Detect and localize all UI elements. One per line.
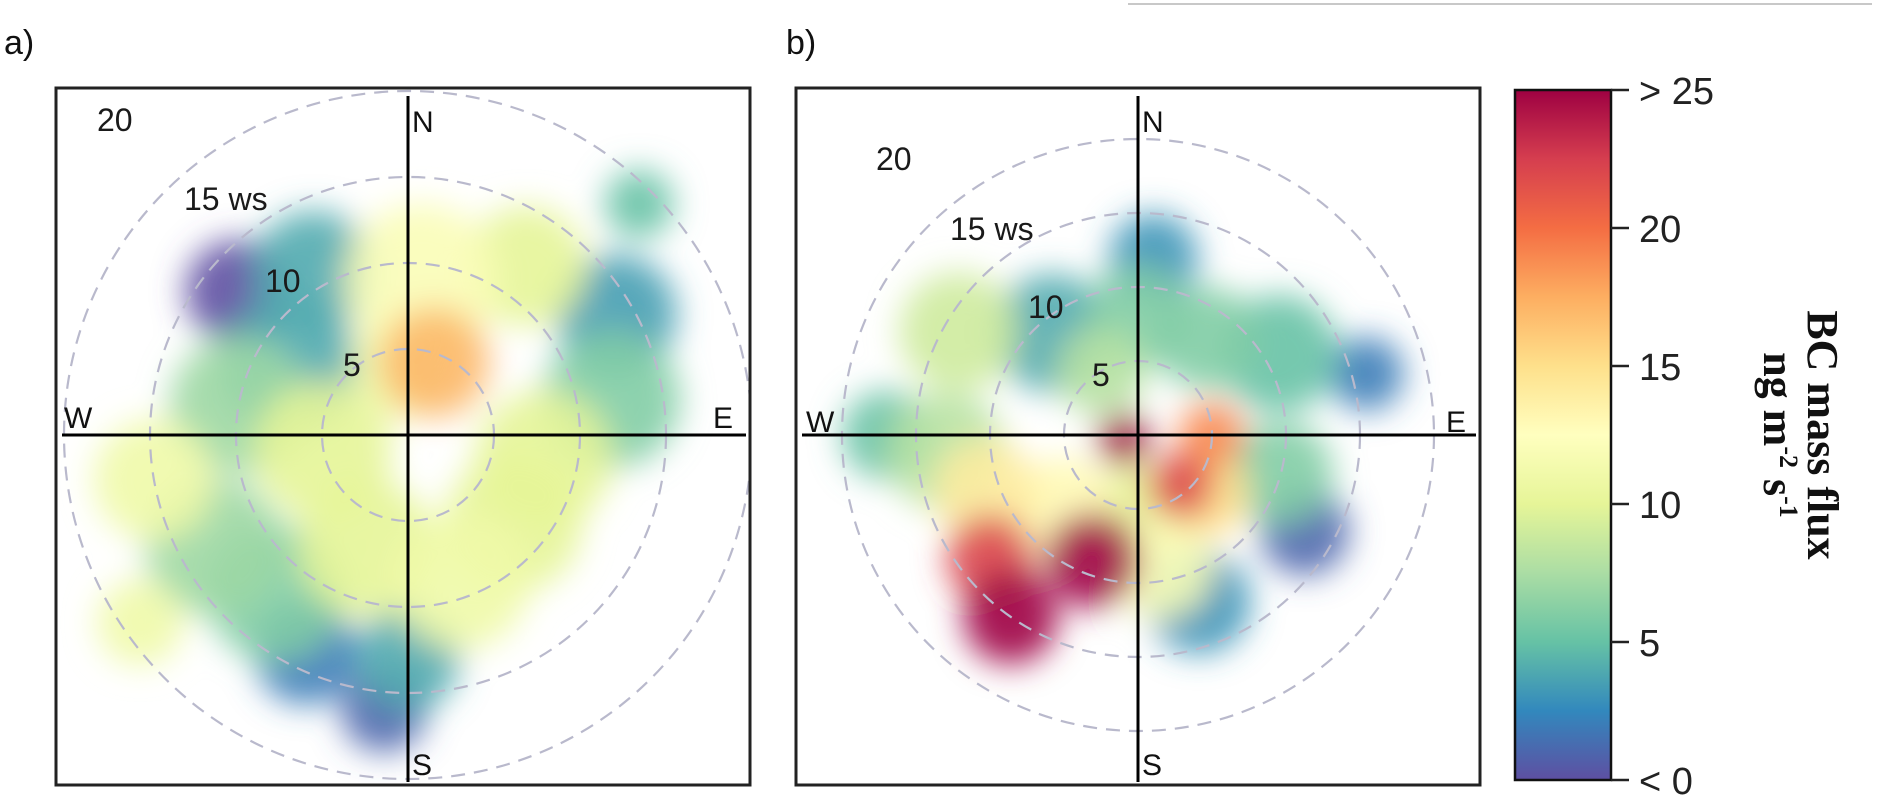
frame-b [794, 86, 1482, 787]
heat-blob [1045, 512, 1140, 608]
heat-blobs [842, 213, 1404, 665]
ring-label-20-a: 20 [97, 102, 133, 138]
colorbar-ticks: < 0 5 10 15 20 > 25 [1611, 71, 1714, 803]
unit-ng-m: ng m [1754, 352, 1803, 446]
colorbar-tick-label: 5 [1639, 623, 1660, 665]
panel-letter-a: a) [4, 24, 34, 62]
ring-label-5-a: 5 [343, 347, 361, 383]
ring-label-15-b: 15 ws [950, 211, 1034, 247]
heat-blob [97, 579, 184, 666]
south-label-b: S [1142, 749, 1162, 782]
colorbar-tick-label: 10 [1639, 485, 1681, 527]
polar-heat-surface-b [842, 213, 1404, 665]
colorbar: < 0 5 10 15 20 > 25 BC mass flux ng m-2 s-1 [1513, 71, 1847, 803]
heat-blob [392, 511, 530, 650]
colorbar-tick-label: 15 [1639, 347, 1681, 389]
heat-blob [1154, 286, 1258, 390]
colorbar-title-line1: BC mass flux [1798, 310, 1847, 559]
ring-label-10-a: 10 [265, 263, 301, 299]
colorbar-tick-label: 20 [1639, 209, 1681, 251]
unit-s: s [1754, 468, 1803, 496]
ring-label-15-a: 15 ws [184, 181, 268, 217]
heat-blob [1329, 336, 1404, 411]
heat-blob [1097, 413, 1151, 467]
colorbar-title-line2: ng m-2 s-1 [1754, 352, 1803, 518]
heat-blob [1148, 453, 1214, 519]
east-label-a: E [713, 402, 733, 435]
polar-heat-surface-a [93, 169, 681, 753]
west-label-b: W [806, 406, 835, 439]
heat-blob [604, 169, 674, 239]
ring-label-10-b: 10 [1028, 289, 1064, 325]
panel-letter-b: b) [786, 24, 816, 62]
unit-exp-m: -2 [1774, 446, 1803, 468]
colorbar-tick-label: > 25 [1639, 71, 1714, 113]
colorbar-tick-label: < 0 [1639, 761, 1693, 803]
heat-blob [899, 272, 1018, 391]
north-label-b: N [1142, 106, 1164, 139]
heat-blob [379, 307, 490, 418]
ring-label-5-b: 5 [1092, 357, 1110, 393]
colorbar-gradient [1513, 88, 1613, 782]
south-label-a: S [412, 749, 432, 782]
east-label-b: E [1446, 406, 1466, 439]
unit-exp-s: -1 [1774, 496, 1803, 518]
heat-blob [1229, 421, 1333, 526]
west-label-a: W [64, 402, 93, 435]
heat-blob [933, 438, 1037, 543]
polar-plot-a: 5 10 15 ws 20 N E S W [54, 86, 752, 787]
ring-label-20-b: 20 [876, 141, 912, 177]
colorbar-title: BC mass flux ng m-2 s-1 [1754, 310, 1847, 559]
frame-a [54, 86, 752, 787]
north-label-a: N [412, 106, 434, 139]
polar-plot-b: 5 10 15 ws 20 N E S W [794, 86, 1482, 787]
heat-blobs [93, 169, 681, 753]
heat-blob [253, 210, 374, 332]
